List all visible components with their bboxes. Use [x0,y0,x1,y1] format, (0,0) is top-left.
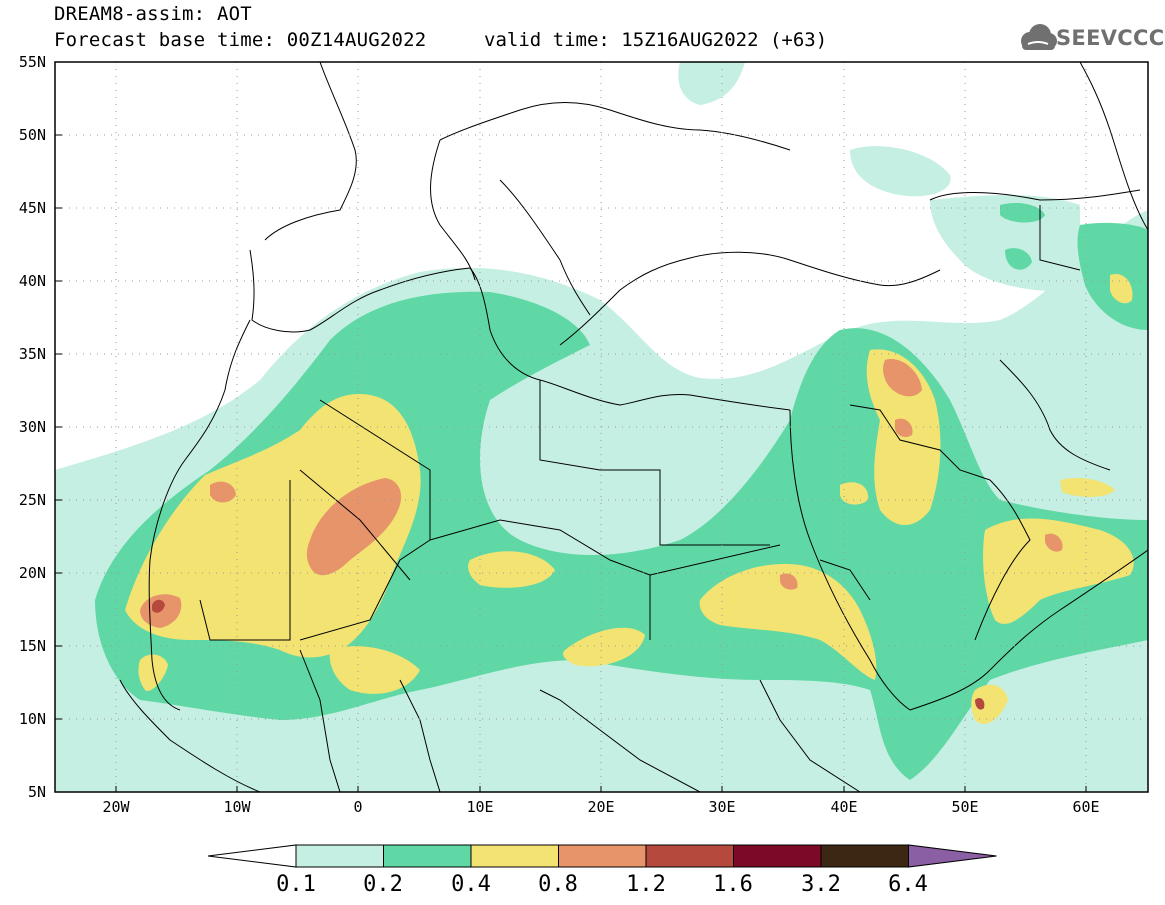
lat-label: 15N [18,637,46,655]
lat-label: 20N [18,564,46,582]
aot-field-high [125,274,1134,724]
valid-time: valid time: 15Z16AUG2022 (+63) [484,29,828,51]
colorbar-label: 0.1 [276,872,316,897]
colorbar-label: 0.8 [538,872,578,897]
lat-label: 30N [18,418,46,436]
lon-label: 20W [102,798,130,816]
graticule [55,62,1148,792]
lon-label: 0 [353,798,363,816]
lon-label: 20E [587,798,615,816]
lat-label: 50N [18,126,46,144]
colorbar-label: 0.4 [451,872,491,897]
lon-label: 10W [223,798,251,816]
seevccc-logo [1021,24,1057,50]
map-title: DREAM8-assim: AOT [54,3,252,25]
lon-label: 10E [466,798,494,816]
lat-label: 25N [18,491,46,509]
colorbar-label: 1.2 [626,872,666,897]
cloud-icon [1021,24,1057,50]
country-borders [119,62,1148,792]
lat-label: 55N [18,53,46,71]
lat-label: 40N [18,272,46,290]
colorbar-label: 3.2 [801,872,841,897]
forecast-base-time: Forecast base time: 00Z14AUG2022 [54,29,427,51]
lat-label: 35N [18,345,46,363]
lon-label: 30E [708,798,736,816]
aot-field-very-high [152,599,985,710]
lon-label: 40E [830,798,858,816]
lat-label: 5N [27,783,46,801]
lat-label: 45N [18,199,46,217]
logo-text: SEEVCCC [1056,26,1165,50]
colorbar-label: 6.4 [888,872,928,897]
colorbar-label: 0.2 [363,872,403,897]
colorbar-label: 1.6 [713,872,753,897]
lat-label: 10N [18,710,46,728]
lon-label: 50E [951,798,979,816]
axis-ticks [55,61,1087,793]
lon-label: 60E [1072,798,1100,816]
